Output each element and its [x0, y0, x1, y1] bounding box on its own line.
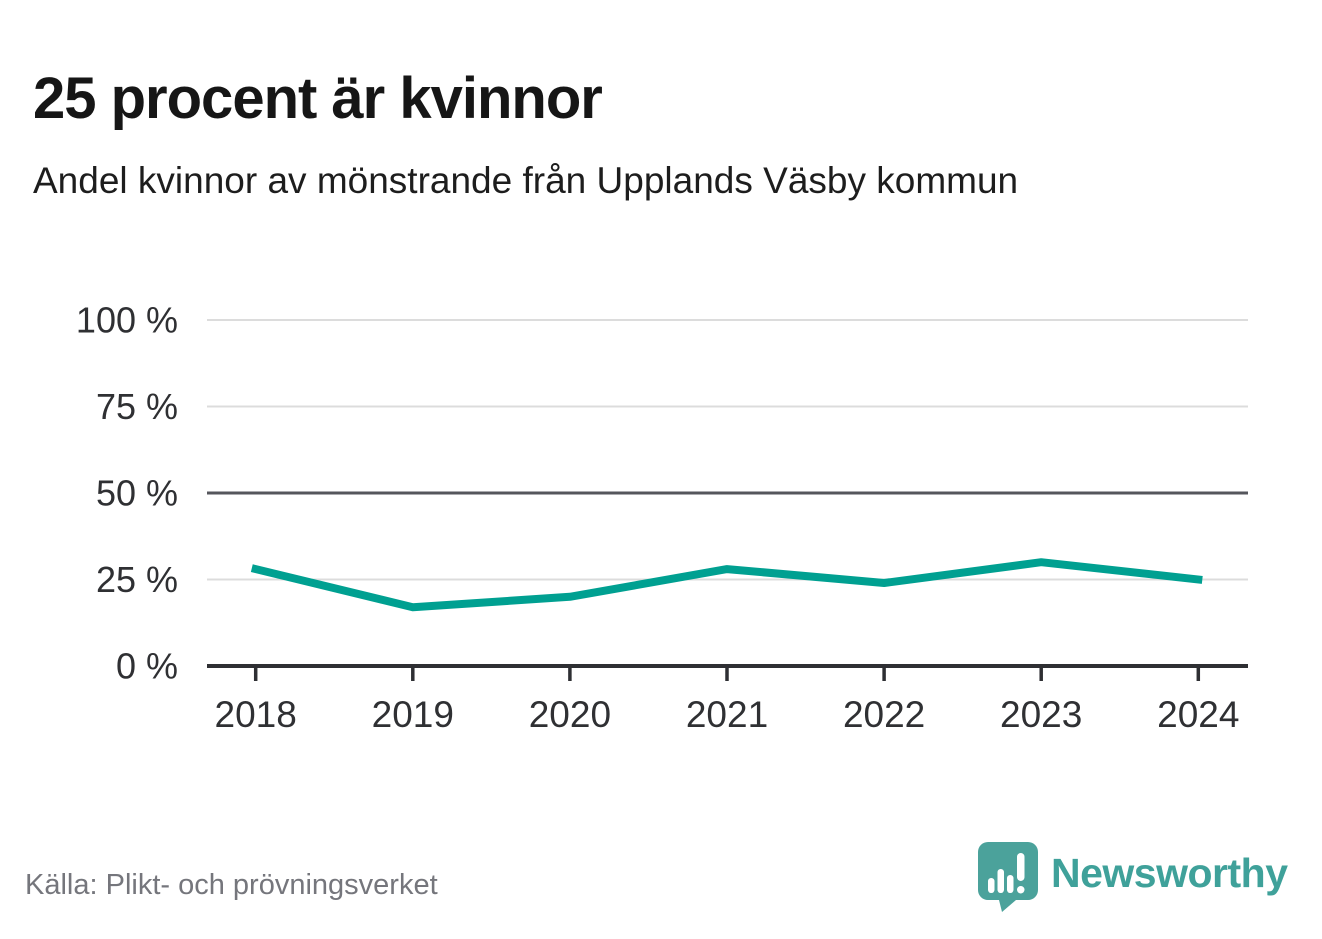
x-tick-label: 2019 — [372, 694, 454, 735]
x-tick-label: 2023 — [1000, 694, 1082, 735]
chart-title: 25 procent är kvinnor — [33, 65, 603, 131]
newsworthy-bubble-chart-icon — [978, 842, 1038, 912]
line-chart-svg: 0 % 25 % 50 % 75 % 100 % 2018 2019 2020 2021 2022… — [76, 300, 1248, 735]
y-tick-label: 25 % — [96, 559, 178, 600]
y-tick-label: 75 % — [96, 386, 178, 427]
source-note: Källa: Plikt- och prövningsverket — [25, 869, 438, 901]
x-tick-label: 2022 — [843, 694, 925, 735]
x-tick-label: 2018 — [215, 694, 297, 735]
x-tick-label: 2020 — [529, 694, 611, 735]
x-tick-label: 2024 — [1157, 694, 1239, 735]
x-tick-label: 2021 — [686, 694, 768, 735]
y-tick-label: 0 % — [116, 646, 178, 687]
y-tick-label: 100 % — [76, 300, 178, 341]
line-chart: 0 % 25 % 50 % 75 % 100 % 2018 2019 2020 2021 2022… — [0, 280, 1322, 760]
chart-subtitle: Andel kvinnor av mönstrande från Uppland… — [33, 160, 1019, 201]
newsworthy-logo: Newsworthy — [978, 842, 1288, 912]
newsworthy-wordmark: Newsworthy — [1051, 849, 1288, 896]
data-line-andel-kvinnor-av-m-nstrande — [250, 558, 1203, 612]
y-tick-label: 50 % — [96, 473, 178, 514]
